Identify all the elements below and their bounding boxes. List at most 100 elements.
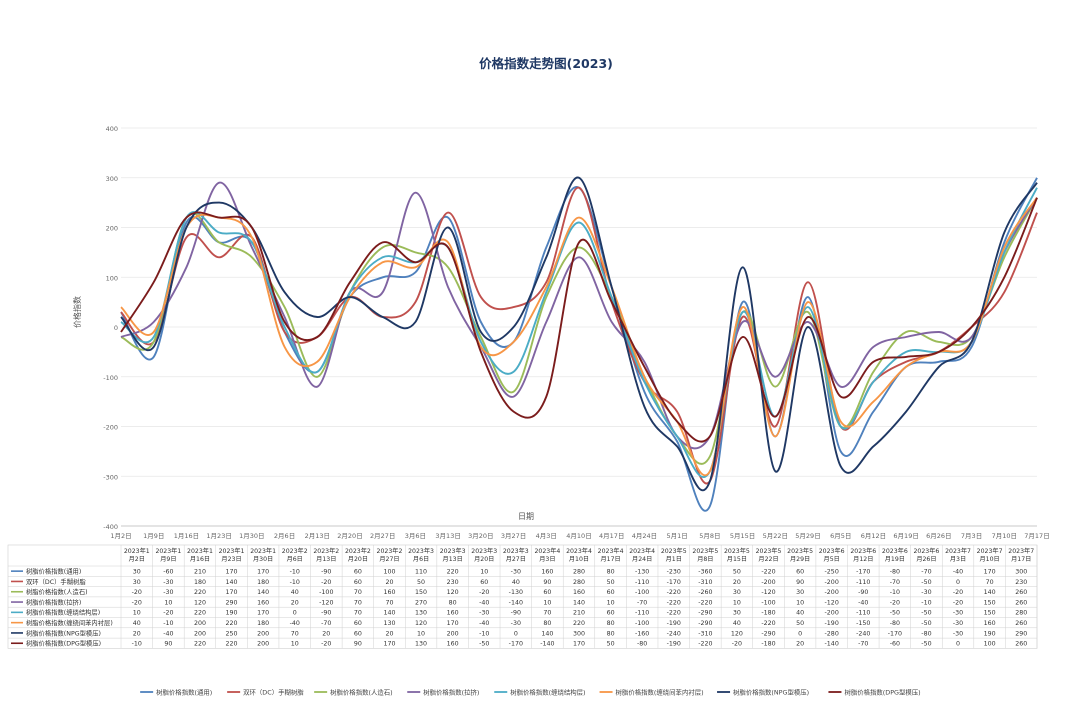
table-cell: 20 (133, 630, 141, 637)
table-cell: -170 (856, 568, 870, 575)
legend: 树脂价格指数(通用) 双环（DC）手糊树脂 树脂价格指数(人造石) 树脂价格指数(拉挤… (140, 687, 921, 696)
table-cell: -130 (635, 568, 649, 575)
table-cell: -10 (479, 630, 489, 637)
table-cell: -160 (635, 630, 649, 637)
table-cell: 50 (417, 579, 425, 586)
table-cell: 60 (480, 579, 488, 586)
table-cell: -200 (825, 589, 839, 596)
table-cell: -40 (479, 620, 489, 627)
table-cell: 90 (543, 579, 551, 586)
table-cell: -110 (856, 610, 870, 617)
x-tick-label: 6月12日 (861, 532, 886, 540)
table-cell: 200 (194, 620, 206, 627)
data-table: 2023年1 月2日 2023年1 月9日 2023年1 月16日 2023年1 月23日 20… (7, 544, 1038, 649)
table-cell: -90 (858, 589, 868, 596)
series-line (120, 197, 1038, 465)
table-cell: -50 (890, 610, 900, 617)
table-cell: 170 (984, 568, 996, 575)
table-cell: 50 (733, 568, 741, 575)
table-header-cell: 2023年6 月5日 (819, 547, 845, 563)
table-cell: 170 (573, 641, 585, 648)
table-cell: 20 (733, 579, 741, 586)
table-cell: 80 (449, 599, 457, 606)
table-cell: 60 (354, 579, 362, 586)
table-cell: -20 (163, 610, 173, 617)
y-tick-label: 300 (106, 175, 118, 183)
x-tick-label: 2月13日 (305, 532, 330, 540)
table-header-cell: 2023年1 月9日 (155, 547, 181, 563)
table-cell: -220 (761, 568, 775, 575)
table-cell: 220 (194, 589, 206, 596)
table-cell: 190 (984, 630, 996, 637)
table-cell: -10 (290, 579, 300, 586)
table-cell: -20 (132, 589, 142, 596)
table-cell: -40 (479, 599, 489, 606)
table-header-cell: 2023年4 月24日 (629, 547, 655, 563)
table-header-cell: 2023年5 月15日 (724, 547, 750, 563)
table-cell: 170 (226, 568, 238, 575)
y-tick-label: 100 (106, 274, 118, 282)
table-row-label: 树脂价格指数(NPG型模压) (26, 628, 101, 637)
table-row-label: 树脂价格指数(拉挤) (26, 597, 81, 606)
table-cell: 60 (354, 568, 362, 575)
legend-label: 树脂价格指数(缠绕结构层) (510, 687, 585, 696)
table-cell: 0 (798, 630, 802, 637)
table-cell: 60 (607, 610, 615, 617)
table-row-label: 树脂价格指数(人造石) (26, 587, 88, 596)
series-line (120, 197, 1038, 476)
x-tick-label: 6月5日 (830, 532, 851, 540)
table-cell: -220 (667, 589, 681, 596)
table-cell: 10 (133, 610, 141, 617)
table-cell: -140 (509, 599, 523, 606)
table-cell: 20 (291, 599, 299, 606)
table-cell: 10 (164, 599, 172, 606)
table-cell: 60 (796, 568, 804, 575)
table-header-cell: 2023年1 月2日 (124, 547, 150, 563)
table-cell: 90 (354, 641, 362, 648)
table-cell: 290 (226, 599, 238, 606)
table-cell: -310 (698, 630, 712, 637)
table-cell: 70 (986, 579, 994, 586)
table-cell: 110 (415, 568, 427, 575)
x-tick-label: 7月10日 (992, 532, 1017, 540)
table-cell: 50 (607, 641, 615, 648)
table-cell: 0 (514, 630, 518, 637)
table-cell: 230 (1015, 579, 1027, 586)
table-cell: 170 (257, 610, 269, 617)
x-tick-label: 1月30日 (239, 532, 264, 540)
table-cell: -50 (921, 620, 931, 627)
table-cell: -110 (635, 579, 649, 586)
table-cell: -100 (761, 599, 775, 606)
table-header-cell: 2023年7 月3日 (945, 547, 971, 563)
table-cell: -100 (635, 620, 649, 627)
y-tick-label: -100 (103, 374, 118, 382)
x-tick-label: 2月6日 (274, 532, 295, 540)
table-row-label: 树脂价格指数(缠绕结构层) (26, 608, 100, 617)
table-cell: 200 (194, 630, 206, 637)
table-header-cell: 2023年2 月27日 (377, 547, 403, 563)
table-cell: 60 (607, 589, 615, 596)
table-cell: 170 (447, 620, 459, 627)
table-cell: 280 (1015, 610, 1027, 617)
legend-label: 树脂价格指数(拉挤) (423, 687, 479, 696)
table-cell: 210 (573, 610, 585, 617)
table-cell: 140 (573, 599, 585, 606)
x-tick-label: 4月24日 (632, 532, 657, 540)
table-cell: 70 (354, 589, 362, 596)
table-cell: 200 (257, 641, 269, 648)
series-lines (120, 176, 1038, 512)
table-cell: -20 (890, 599, 900, 606)
table-header-cell: 2023年5 月29日 (787, 547, 813, 563)
table-cell: 10 (543, 599, 551, 606)
table-cell: 300 (573, 630, 585, 637)
table-header-cell: 2023年1 月16日 (187, 547, 213, 563)
series-line (120, 197, 1038, 443)
table-cell: 180 (257, 579, 269, 586)
table-cell: -240 (856, 630, 870, 637)
x-tick-label: 5月8日 (699, 532, 720, 540)
x-tick-label: 2月27日 (370, 532, 395, 540)
table-cell: -30 (163, 579, 173, 586)
legend-label: 树脂价格指数(通用) (156, 687, 212, 696)
table-cell: -200 (825, 610, 839, 617)
